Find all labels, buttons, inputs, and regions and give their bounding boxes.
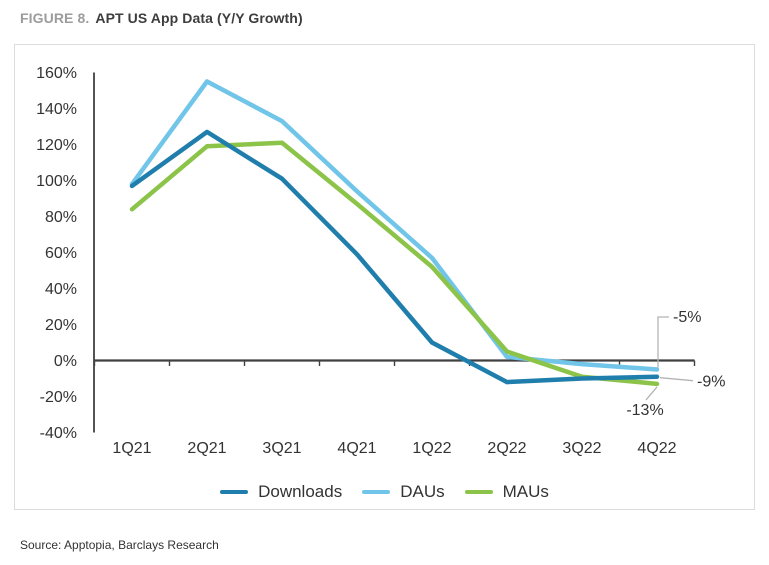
- figure-title: FIGURE 8. APT US App Data (Y/Y Growth): [20, 10, 303, 26]
- legend-item-downloads: Downloads: [220, 482, 342, 502]
- legend-item-daus: DAUs: [362, 482, 445, 502]
- legend-label: DAUs: [400, 482, 445, 501]
- annotation-label-3: -13%: [626, 402, 663, 419]
- y-tick-label: 0%: [54, 353, 77, 370]
- legend-label: Downloads: [258, 482, 343, 501]
- figure-label: FIGURE 8.: [20, 10, 90, 26]
- y-tick-label: 40%: [45, 281, 77, 298]
- legend-line-icon: [362, 489, 391, 495]
- legend-item-maus: MAUs: [464, 482, 549, 502]
- chart-title: APT US App Data (Y/Y Growth): [95, 10, 303, 26]
- y-tick-label: -20%: [40, 389, 77, 406]
- series-line-downloads: [129, 129, 660, 385]
- x-tick-label-4q22: 4Q22: [637, 440, 676, 457]
- x-tick-label-3q22: 3Q22: [562, 440, 601, 457]
- legend-line-icon: [464, 489, 493, 495]
- figure-box: [14, 44, 755, 510]
- x-tick-label-1q21: 1Q21: [112, 440, 151, 457]
- legend-line-icon: [220, 489, 249, 495]
- x-tick-label-2q22: 2Q22: [487, 440, 526, 457]
- annotation-connector-3: [645, 386, 658, 401]
- annotation-connector-2: [659, 377, 694, 382]
- y-tick-label: 120%: [36, 137, 77, 154]
- annotation-label-2: -9%: [697, 374, 725, 391]
- x-tick-label-4q21: 4Q21: [337, 440, 376, 457]
- chart-legend: Downloads DAUs MAUs: [14, 478, 755, 506]
- x-tick-label-2q21: 2Q21: [187, 440, 226, 457]
- y-tick-label: 140%: [36, 101, 77, 118]
- series-line-maus: [129, 140, 660, 387]
- y-tick-label: -40%: [40, 425, 77, 442]
- annotation-label-1: -5%: [673, 309, 701, 326]
- series-line-daus: [129, 79, 660, 372]
- x-tick-label-1q22: 1Q22: [412, 440, 451, 457]
- y-tick-label: 160%: [36, 65, 77, 82]
- legend-label: MAUs: [502, 482, 549, 501]
- y-tick-label: 60%: [45, 245, 77, 262]
- source-text: Source: Apptopia, Barclays Research: [20, 538, 219, 552]
- y-tick-label: 80%: [45, 209, 77, 226]
- x-tick-label-3q21: 3Q21: [262, 440, 301, 457]
- y-tick-label: 20%: [45, 317, 77, 334]
- annotation-connector-1: [657, 316, 669, 368]
- y-tick-label: 100%: [36, 173, 77, 190]
